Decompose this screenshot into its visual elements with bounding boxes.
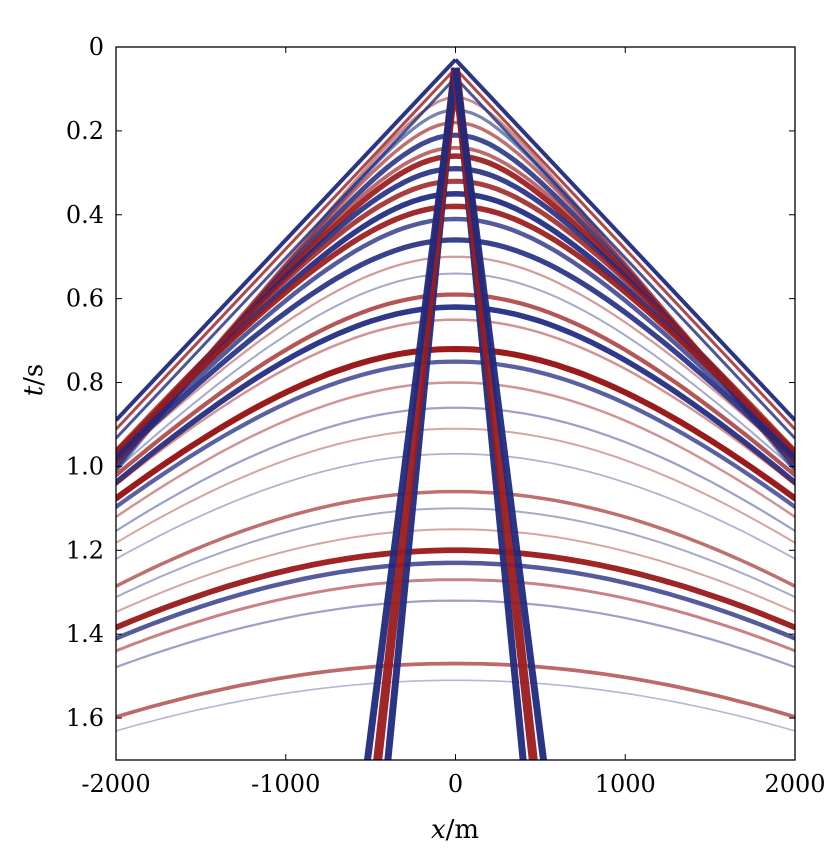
y-tick-label-0: 0: [89, 33, 104, 61]
ground-roll-left-2: [364, 67, 459, 760]
reflection-event-19: [116, 381, 795, 519]
reflection-event-21: [116, 427, 795, 544]
direct-wave-left-2: [116, 76, 457, 440]
x-tick-label-2: 0: [448, 770, 463, 798]
reflection-event-28: [116, 578, 795, 653]
y-tick-label-4: 0.8: [66, 369, 104, 397]
reflection-event-22: [116, 452, 795, 560]
reflection-event-17: [116, 345, 795, 502]
y-tick-label-8: 1.6: [66, 704, 104, 732]
direct-wave-left-0: [116, 58, 457, 422]
y-tick-label-6: 1.2: [66, 536, 104, 564]
reflection-event-13: [116, 272, 795, 471]
reflection-event-26: [116, 547, 795, 631]
y-axis-label-unit: /s: [19, 364, 49, 386]
y-axis-label: t/s: [19, 364, 49, 397]
direct-wave-right-2: [454, 76, 795, 440]
direct-wave-right-1: [454, 67, 795, 431]
reflection-event-31: [116, 679, 795, 732]
y-tick-label-5: 1.0: [66, 452, 104, 480]
reflection-event-23: [116, 489, 795, 588]
y-tick-label-7: 1.4: [66, 620, 104, 648]
x-axis-label-unit: /m: [446, 815, 479, 845]
x-tick-label-4: 2000: [764, 770, 825, 798]
reflection-event-20: [116, 406, 795, 533]
seismic-events: [116, 58, 795, 760]
direct-wave-left-1: [116, 67, 457, 431]
reflection-event-9: [116, 203, 795, 456]
reflection-event-10: [116, 216, 795, 460]
reflection-event-15: [116, 304, 795, 486]
reflection-event-16: [116, 318, 795, 486]
y-tick-label-1: 0.2: [66, 117, 104, 145]
reflection-event-18: [116, 359, 795, 510]
reflection-event-30: [116, 661, 795, 719]
y-axis-ticks: 0 0.2 0.4 0.6 0.8 1.0 1.2 1.4 1.6: [66, 33, 795, 732]
y-tick-label-3: 0.6: [66, 285, 104, 313]
reflection-event-27: [116, 560, 795, 641]
x-axis-label: x/m: [431, 815, 479, 845]
reflection-event-7: [116, 178, 795, 454]
x-axis-label-variable: x: [431, 815, 446, 845]
reflection-event-24: [116, 507, 795, 599]
reflection-event-25: [116, 528, 795, 613]
reflection-event-29: [116, 599, 795, 669]
x-tick-label-0: -2000: [81, 770, 150, 798]
reflection-event-12: [116, 255, 795, 463]
y-tick-label-2: 0.4: [66, 201, 104, 229]
ground-roll-right-2: [452, 67, 547, 760]
y-axis-label-variable: t: [19, 385, 49, 396]
direct-wave-right-0: [454, 58, 795, 422]
x-axis-ticks: -2000 -1000 0 1000 2000: [81, 47, 826, 798]
reflection-event-14: [116, 292, 795, 478]
x-tick-label-3: 1000: [595, 770, 656, 798]
plot-background: [116, 47, 795, 760]
x-tick-label-1: -1000: [251, 770, 320, 798]
reflection-event-11: [116, 237, 795, 463]
